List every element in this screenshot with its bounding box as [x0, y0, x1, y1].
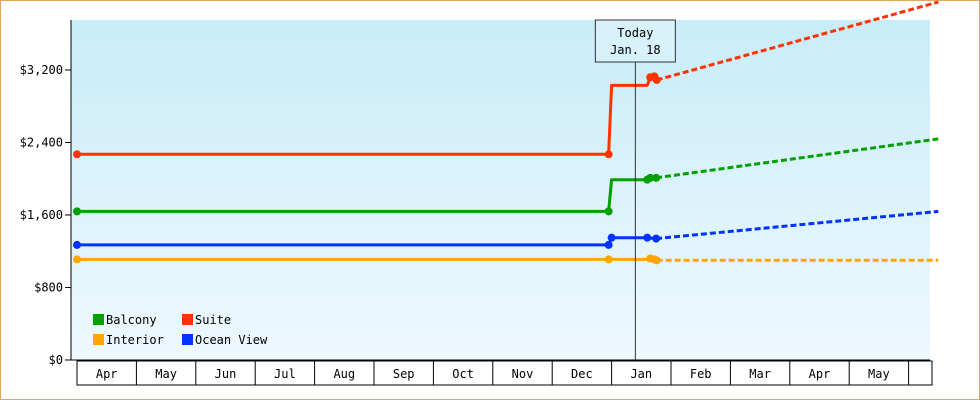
data-point-balcony [604, 207, 613, 216]
data-point-ocean-view [73, 240, 81, 249]
x-tick-label: Feb [690, 367, 712, 381]
x-tick-label: Nov [512, 367, 534, 381]
x-tick-label: Apr [96, 367, 118, 381]
series-line-interior [77, 257, 658, 262]
x-tick-label: Oct [452, 367, 474, 381]
legend-swatch-suite [182, 314, 193, 325]
data-point-suite [652, 75, 661, 84]
data-point-balcony [73, 207, 81, 216]
x-tick-label: Mar [749, 367, 771, 381]
legend-label: Interior [106, 333, 164, 347]
x-tick-label: Jan [630, 367, 652, 381]
x-tick-label: Jul [274, 367, 296, 381]
x-tick-label: May [868, 367, 890, 381]
forecast-line-ocean-view [655, 209, 939, 241]
data-point-suite [604, 150, 613, 159]
data-point-interior [73, 255, 81, 264]
today-label: Today [617, 26, 653, 40]
today-callout-box [594, 19, 676, 63]
data-point-ocean-view [607, 233, 616, 242]
x-tick-label: Dec [571, 367, 593, 381]
legend-label: Suite [195, 313, 231, 327]
data-point-ocean-view [604, 240, 613, 249]
x-axis-band [76, 360, 933, 386]
data-point-ocean-view [652, 234, 661, 243]
x-tick-label: Apr [809, 367, 831, 381]
data-point-interior [652, 256, 661, 265]
data-point-interior [604, 255, 613, 264]
data-point-suite [73, 150, 81, 159]
y-tick-label: $3,200 [20, 63, 63, 77]
x-tick-label: May [155, 367, 177, 381]
forecast-line-suite [656, 0, 939, 82]
x-tick-label: Sep [393, 367, 415, 381]
y-tick-label: $1,600 [20, 208, 63, 222]
plot-area [71, 20, 930, 360]
data-point-balcony [652, 173, 661, 182]
legend-swatch-ocean-view [182, 334, 193, 345]
y-tick-label: $0 [49, 353, 63, 367]
forecast-line-balcony [655, 137, 939, 180]
legend-swatch-balcony [93, 314, 104, 325]
today-date-label: Jan. 18 [610, 43, 661, 57]
legend-label: Ocean View [195, 333, 268, 347]
legend-label: Balcony [106, 313, 157, 327]
y-tick-label: $800 [34, 281, 63, 295]
legend-swatch-interior [93, 334, 104, 345]
data-point-balcony [646, 173, 655, 182]
x-tick-label: Jun [215, 367, 237, 381]
x-tick-label: Aug [333, 367, 355, 381]
data-point-ocean-view [643, 233, 652, 242]
y-tick-label: $2,400 [20, 136, 63, 150]
